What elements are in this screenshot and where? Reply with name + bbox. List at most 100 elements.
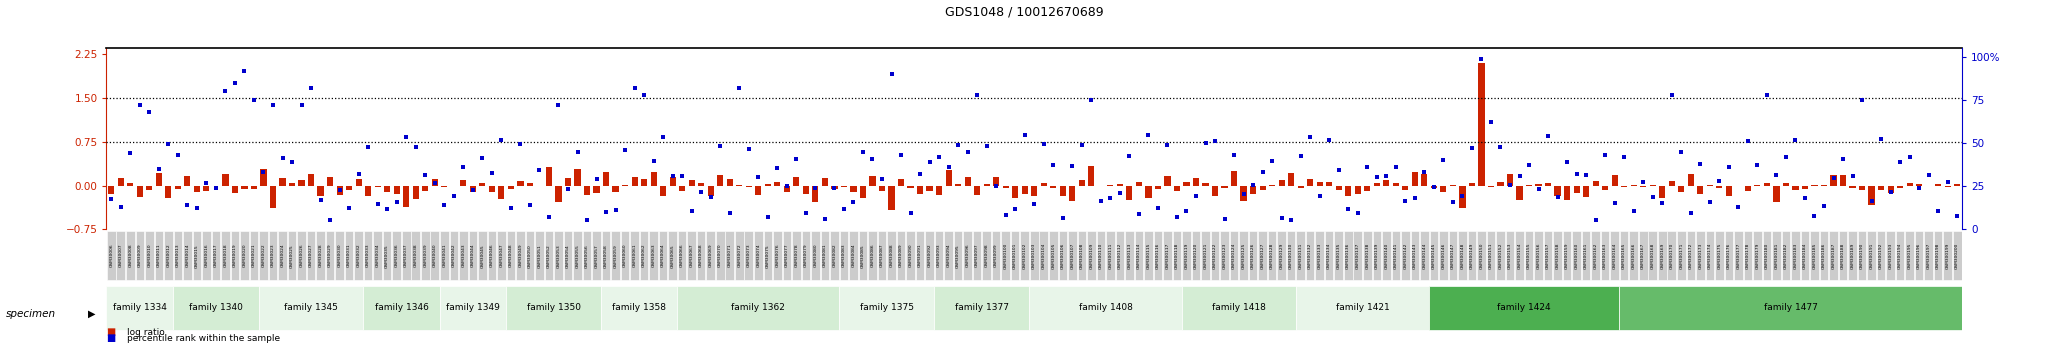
Bar <box>1489 186 1495 187</box>
Text: GSM30006: GSM30006 <box>109 244 113 267</box>
Bar <box>1354 186 1360 194</box>
Point <box>1485 144 1518 149</box>
Text: GSM300199: GSM300199 <box>1946 243 1950 269</box>
Text: GSM30087: GSM30087 <box>881 244 885 267</box>
Text: GSM30094: GSM30094 <box>946 244 950 267</box>
Text: GSM30010: GSM30010 <box>147 244 152 267</box>
Point <box>1542 194 1575 200</box>
Text: GSM30054: GSM30054 <box>565 244 569 267</box>
Bar <box>688 179 694 186</box>
Point <box>1569 172 1602 178</box>
Point <box>1561 171 1593 177</box>
Bar <box>1278 180 1284 186</box>
FancyBboxPatch shape <box>412 231 420 280</box>
Point <box>1407 169 1440 175</box>
Text: GSM30097: GSM30097 <box>975 244 979 267</box>
Text: GSM30063: GSM30063 <box>651 244 655 267</box>
FancyBboxPatch shape <box>1020 231 1028 280</box>
FancyBboxPatch shape <box>545 231 553 280</box>
Bar <box>1659 186 1665 198</box>
Text: GSM30079: GSM30079 <box>805 244 807 267</box>
FancyBboxPatch shape <box>696 231 705 280</box>
Point <box>180 205 213 210</box>
Text: GSM300130: GSM300130 <box>1288 243 1292 269</box>
Bar <box>412 186 420 199</box>
Point <box>543 102 575 108</box>
Point <box>276 159 309 165</box>
Point <box>1456 145 1489 150</box>
Text: GSM30078: GSM30078 <box>795 244 799 267</box>
Point <box>1798 214 1831 219</box>
Point <box>360 201 393 206</box>
Bar <box>1460 186 1466 208</box>
Point <box>647 134 680 139</box>
Text: GSM300101: GSM300101 <box>1014 243 1018 269</box>
FancyBboxPatch shape <box>1886 231 1894 280</box>
FancyBboxPatch shape <box>1876 231 1886 280</box>
Bar <box>270 186 276 208</box>
Text: GSM30007: GSM30007 <box>119 244 123 267</box>
Bar <box>1432 186 1438 188</box>
Text: family 1349: family 1349 <box>446 303 500 313</box>
Text: GSM30016: GSM30016 <box>205 244 209 267</box>
Point <box>457 187 489 193</box>
FancyBboxPatch shape <box>1296 286 1430 330</box>
FancyBboxPatch shape <box>850 231 858 280</box>
FancyBboxPatch shape <box>336 231 344 280</box>
FancyBboxPatch shape <box>145 231 154 280</box>
Point <box>903 172 936 177</box>
FancyBboxPatch shape <box>164 231 172 280</box>
Bar <box>1755 185 1761 186</box>
Text: family 1362: family 1362 <box>731 303 784 313</box>
Text: GSM300186: GSM300186 <box>1823 243 1827 269</box>
Point <box>1122 211 1155 216</box>
FancyBboxPatch shape <box>193 231 201 280</box>
Text: GSM30008: GSM30008 <box>129 244 133 267</box>
Text: GSM30099: GSM30099 <box>993 244 997 267</box>
Point <box>1665 149 1698 155</box>
Point <box>1018 201 1051 207</box>
FancyBboxPatch shape <box>1286 231 1296 280</box>
FancyBboxPatch shape <box>829 231 840 280</box>
FancyBboxPatch shape <box>707 231 715 280</box>
Text: GSM300184: GSM300184 <box>1802 243 1806 269</box>
Point <box>1837 174 1870 179</box>
Bar <box>946 170 952 186</box>
FancyBboxPatch shape <box>926 231 934 280</box>
Text: GSM300189: GSM300189 <box>1851 243 1855 269</box>
Text: GSM300144: GSM300144 <box>1423 243 1425 269</box>
Point <box>1655 92 1688 98</box>
Text: GSM30081: GSM30081 <box>823 244 827 267</box>
Point <box>1788 195 1821 200</box>
Point <box>446 164 479 169</box>
FancyBboxPatch shape <box>1372 231 1380 280</box>
Bar <box>1468 183 1475 186</box>
Bar <box>926 186 932 191</box>
FancyBboxPatch shape <box>772 231 782 280</box>
Bar <box>375 186 381 187</box>
Bar <box>936 186 942 195</box>
Bar <box>184 176 190 186</box>
FancyBboxPatch shape <box>602 286 678 330</box>
Point <box>1008 132 1040 138</box>
Point <box>285 102 317 108</box>
FancyBboxPatch shape <box>459 231 467 280</box>
FancyBboxPatch shape <box>268 231 276 280</box>
Point <box>1169 208 1202 214</box>
Text: GSM30019: GSM30019 <box>233 244 238 267</box>
Text: family 1375: family 1375 <box>860 303 913 313</box>
Text: GSM300136: GSM300136 <box>1346 243 1350 269</box>
Point <box>1161 215 1194 220</box>
Text: GSM30028: GSM30028 <box>319 244 324 267</box>
FancyBboxPatch shape <box>678 231 686 280</box>
Text: GSM30031: GSM30031 <box>348 244 350 267</box>
Text: GSM300148: GSM300148 <box>1460 243 1464 269</box>
Point <box>1065 142 1098 148</box>
Point <box>1769 154 1802 160</box>
Point <box>352 144 385 150</box>
Bar <box>1298 186 1305 188</box>
Bar <box>1745 186 1751 191</box>
Text: GSM300104: GSM300104 <box>1042 243 1047 269</box>
Point <box>1352 164 1384 169</box>
Point <box>1370 173 1403 178</box>
